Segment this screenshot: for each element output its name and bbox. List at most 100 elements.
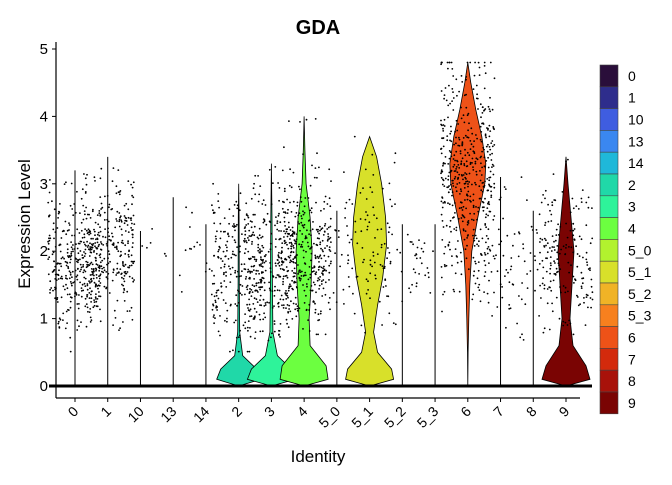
jitter-point: [323, 208, 325, 210]
jitter-point: [51, 200, 53, 203]
jitter-point: [96, 298, 99, 300]
jitter-point: [66, 248, 69, 251]
jitter-point: [582, 256, 584, 259]
jitter-point: [575, 205, 578, 208]
y-tick-label: 2: [40, 243, 48, 260]
jitter-point: [489, 61, 492, 64]
jitter-point: [475, 97, 478, 100]
jitter-point: [99, 214, 102, 216]
jitter-point: [487, 156, 489, 159]
jitter-point: [86, 173, 88, 176]
jitter-point: [59, 262, 62, 265]
jitter-point: [449, 225, 451, 228]
jitter-point: [310, 252, 313, 255]
jitter-point: [504, 275, 506, 277]
jitter-point: [452, 182, 454, 185]
jitter-point: [442, 163, 445, 165]
jitter-point: [83, 233, 86, 236]
jitter-point: [565, 222, 567, 225]
jitter-point: [419, 257, 422, 259]
jitter-point: [303, 223, 306, 226]
jitter-point: [64, 327, 67, 330]
jitter-point: [472, 274, 475, 277]
jitter-point: [285, 241, 287, 244]
jitter-point: [315, 291, 317, 294]
jitter-point: [87, 244, 90, 247]
jitter-point: [420, 247, 423, 250]
jitter-point: [284, 292, 287, 294]
jitter-point: [477, 108, 479, 110]
jitter-point: [285, 290, 287, 292]
jitter-point: [251, 255, 254, 258]
jitter-point: [365, 211, 367, 213]
jitter-point: [268, 220, 271, 223]
jitter-point: [580, 201, 583, 204]
jitter-point: [470, 143, 473, 146]
jitter-point: [123, 215, 126, 217]
jitter-point: [464, 148, 466, 151]
jitter-point: [101, 206, 104, 209]
jitter-point: [476, 158, 479, 161]
jitter-point: [255, 273, 257, 275]
jitter-point: [442, 137, 444, 140]
jitter-point: [486, 178, 489, 180]
jitter-point: [105, 243, 108, 245]
jitter-point: [346, 225, 348, 227]
jitter-point: [508, 307, 511, 310]
jitter-point: [379, 263, 382, 266]
jitter-point: [282, 283, 284, 286]
jitter-point: [86, 263, 88, 266]
jitter-point: [120, 241, 123, 244]
jitter-point: [296, 201, 299, 204]
jitter-point: [61, 277, 64, 280]
jitter-point: [286, 243, 288, 246]
jitter-point: [541, 238, 544, 241]
jitter-point: [580, 238, 583, 241]
jitter-point: [124, 219, 127, 222]
jitter-point: [243, 218, 246, 221]
jitter-point: [459, 150, 462, 153]
jitter-point: [47, 273, 50, 276]
jitter-point: [214, 235, 217, 238]
jitter-point: [573, 228, 576, 230]
jitter-point: [350, 238, 353, 241]
jitter-point: [251, 291, 254, 293]
jitter-point: [93, 299, 95, 301]
jitter-point: [373, 214, 375, 217]
jitter-point: [262, 246, 265, 249]
jitter-point: [214, 299, 217, 302]
jitter-point: [76, 228, 79, 231]
jitter-point: [440, 213, 443, 216]
jitter-point: [328, 264, 331, 267]
jitter-point: [454, 176, 457, 178]
jitter-point: [81, 236, 84, 239]
jitter-point: [84, 213, 86, 216]
jitter-point: [353, 312, 356, 315]
jitter-point: [86, 232, 89, 235]
jitter-point: [223, 271, 225, 274]
jitter-point: [555, 234, 558, 237]
jitter-point: [295, 315, 298, 318]
jitter-point: [217, 193, 220, 195]
jitter-point: [461, 81, 464, 83]
jitter-point: [89, 287, 91, 290]
jitter-point: [239, 192, 242, 195]
violin-group-14: [178, 224, 232, 388]
jitter-point: [562, 245, 565, 248]
jitter-point: [288, 242, 291, 244]
jitter-point: [316, 255, 319, 258]
jitter-point: [478, 283, 481, 286]
jitter-point: [328, 197, 331, 200]
jitter-point: [213, 254, 216, 257]
legend-label-3: 3: [628, 199, 636, 215]
jitter-point: [315, 271, 318, 274]
jitter-point: [289, 229, 292, 231]
jitter-point: [231, 236, 234, 238]
jitter-point: [506, 234, 509, 237]
jitter-point: [251, 243, 253, 245]
jitter-point: [295, 303, 297, 305]
jitter-point: [388, 312, 391, 315]
jitter-point: [47, 240, 49, 243]
jitter-point: [270, 232, 273, 235]
jitter-point: [410, 241, 413, 243]
